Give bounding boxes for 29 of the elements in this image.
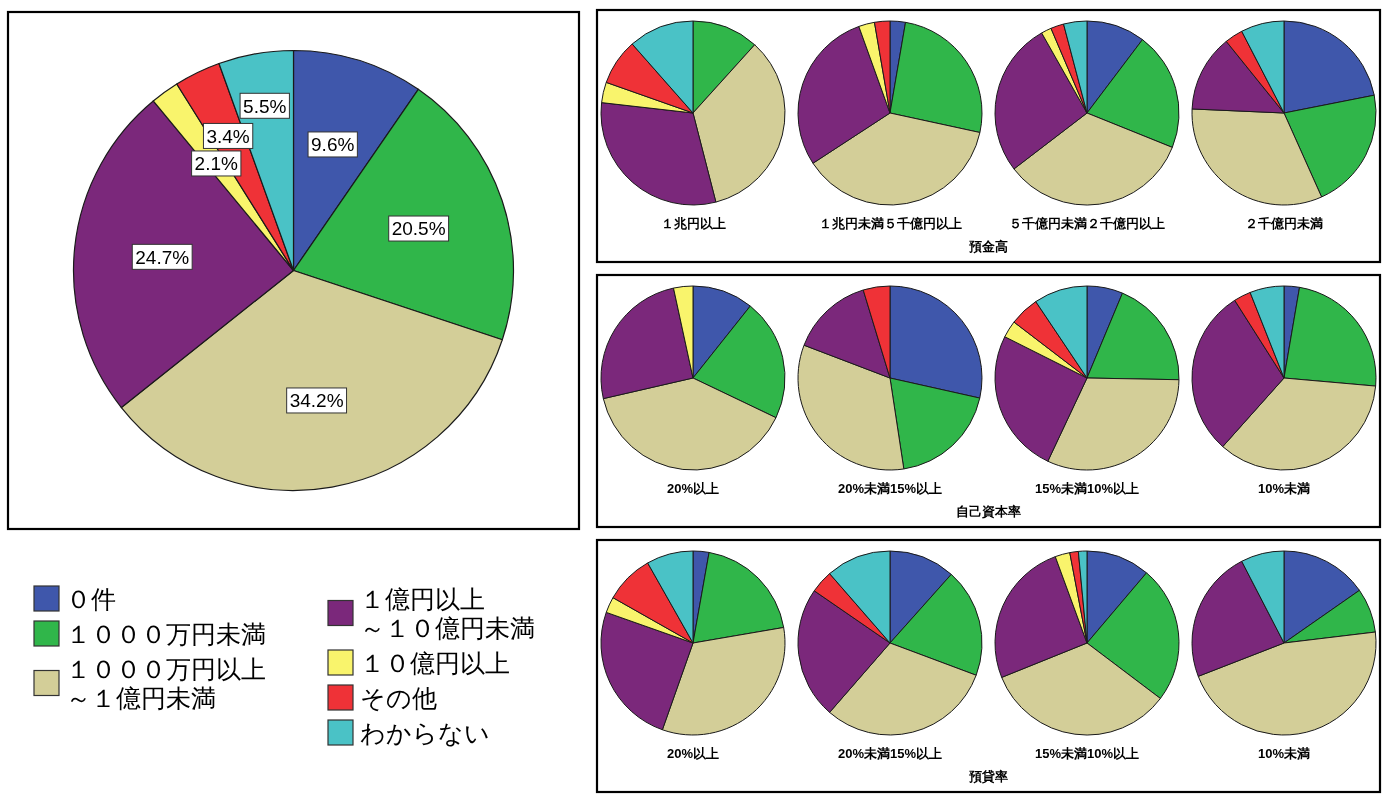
legend-label: その他 bbox=[360, 683, 437, 712]
data-label: 20.5% bbox=[388, 215, 450, 242]
legend-label: １０００万円未満 bbox=[66, 619, 266, 648]
slice-label: 20%未満15%以上 bbox=[838, 745, 942, 761]
slice-label: １兆円以上 bbox=[660, 215, 726, 231]
data-label: 34.2% bbox=[286, 387, 348, 414]
slice-label: 20%以上 bbox=[667, 480, 719, 496]
slice-label: 15%未満10%以上 bbox=[1035, 480, 1139, 496]
slice-label: １兆円未満５千億円以上 bbox=[818, 215, 962, 231]
legend-label: １億円以上～１０億円未満 bbox=[360, 584, 535, 642]
legend-label: わからない bbox=[360, 718, 490, 747]
data-label: 24.7% bbox=[131, 243, 193, 270]
slice-label: 20%未満15%以上 bbox=[838, 480, 942, 496]
data-label: 2.1% bbox=[191, 150, 242, 177]
axis-title: 預貸率 bbox=[969, 768, 1008, 784]
slice-label: ２千億円未満 bbox=[1245, 215, 1323, 231]
slice-label: 10%未満 bbox=[1258, 480, 1310, 496]
axis-title: 預金高 bbox=[969, 238, 1008, 254]
data-label: 5.5% bbox=[239, 92, 290, 119]
slice-label: 15%未満10%以上 bbox=[1035, 745, 1139, 761]
data-label: 9.6% bbox=[307, 131, 358, 158]
legend-label: ０件 bbox=[66, 584, 116, 613]
legend-label: １０億円以上 bbox=[360, 648, 510, 677]
data-label: 3.4% bbox=[202, 122, 254, 149]
legend-label: １０００万円以上～１億円未満 bbox=[66, 654, 266, 712]
slice-label: 10%未満 bbox=[1258, 745, 1310, 761]
axis-title: 自己資本率 bbox=[956, 503, 1021, 519]
slice-label: ５千億円未満２千億円以上 bbox=[1009, 215, 1165, 231]
slice-label: 20%以上 bbox=[667, 745, 719, 761]
